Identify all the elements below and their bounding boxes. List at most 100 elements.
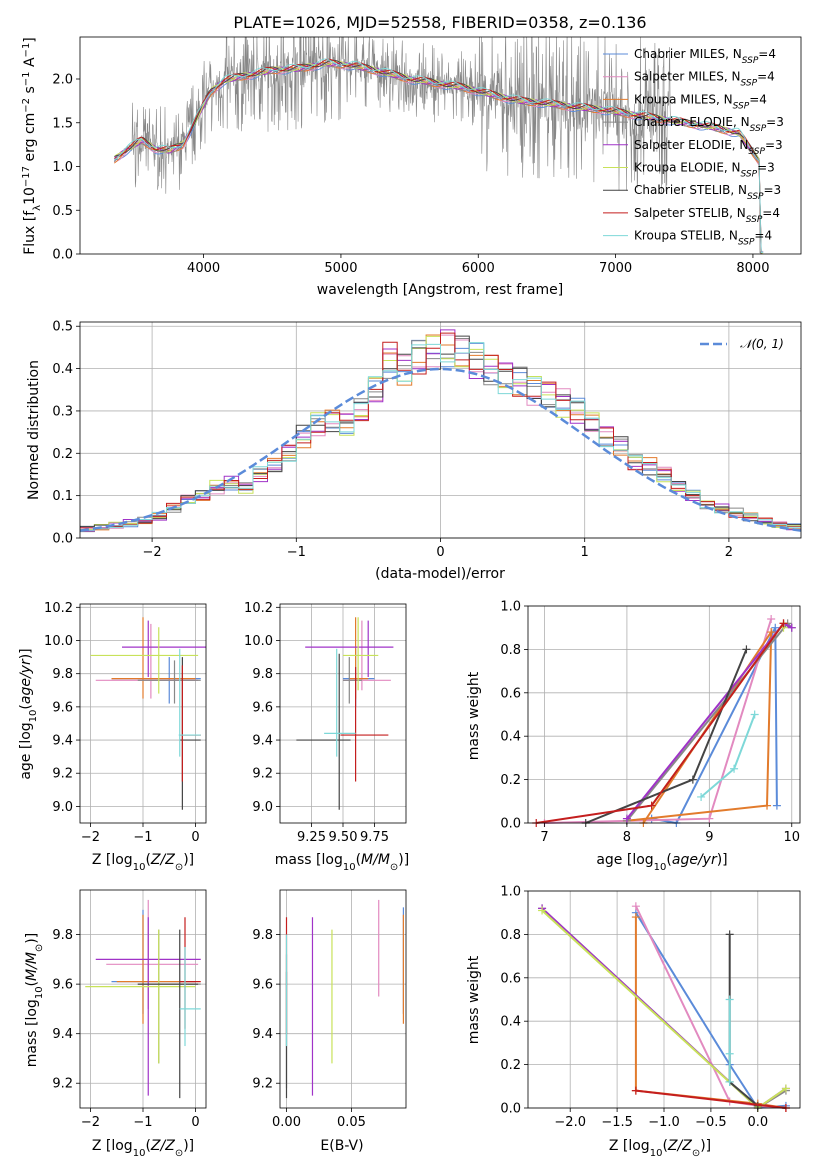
y-tick-label: 9.0 [52, 800, 73, 815]
y-tick-label: 0.4 [500, 1015, 521, 1030]
weight-marker [725, 995, 734, 1004]
label-part: 10 [133, 1148, 146, 1159]
ebv-xlabel: E(B-V) [320, 1138, 363, 1154]
model-line [114, 61, 762, 254]
weight-marker [772, 801, 781, 810]
weight-vs-z-panel: −2.0 −1.5 −1.0 −0.5 0.0 0.0 0.2 0.4 0.6 0.8 1.0 Z [… [466, 885, 801, 1159]
legend-label: Kroupa MILES, NSSP=4 [634, 92, 767, 111]
label-part: Z [log [92, 852, 133, 868]
label-part: erg cm [22, 113, 38, 166]
y-tick-label: 0.0 [500, 817, 521, 832]
axes-frame [79, 603, 207, 824]
label-part: mass [log [24, 999, 40, 1067]
weight-marker [697, 792, 706, 801]
axes-frame [279, 889, 407, 1109]
legend-part: =4 [758, 47, 776, 61]
legend-part: SSP [748, 147, 765, 157]
weight-line [728, 934, 759, 1107]
residual-xlabel: (data-model)/error [375, 566, 505, 582]
x-tick-label: 0 [436, 545, 444, 560]
spectrum-panel: 4000 5000 6000 7000 8000 0.0 0.5 1.0 1.5 2.0 Chabr… [21, 36, 802, 298]
y-tick-label: 1.0 [52, 160, 73, 175]
label-part: age/yr [672, 852, 718, 868]
legend-part: SSP [741, 170, 758, 180]
weight-marker [730, 764, 739, 773]
y-tick-label: 9.6 [252, 978, 273, 993]
label-part: ( [145, 1138, 150, 1154]
axes-frame [527, 605, 801, 824]
weight-marker [631, 913, 640, 922]
label-part: )] [398, 852, 409, 868]
plot-area [85, 899, 201, 1099]
label-part: ⊙ [34, 944, 45, 952]
weight-marker [705, 814, 714, 823]
mass-vs-z-panel: −2 −1 09.29.49.69.8Z [log10(Z/Z⊙)]mass [lo… [24, 889, 207, 1159]
weight-marker [767, 615, 776, 624]
label-part: age [log [18, 722, 34, 779]
y-tick-label: 2.0 [52, 73, 73, 88]
weight-marker [742, 645, 751, 654]
legend-part: SSP [741, 79, 758, 89]
legend-label: Kroupa STELIB, NSSP=4 [634, 229, 772, 248]
legend-part: Salpeter MILES, N [634, 70, 741, 84]
plot-area [90, 617, 206, 810]
x-tick-label: 9 [705, 830, 713, 845]
x-tick-label: −1 [287, 545, 306, 560]
label-part: 10 [22, 187, 38, 205]
legend-part: Chabrier STELIB, N [634, 183, 747, 197]
weight-marker [750, 710, 759, 719]
y-tick-label: 9.2 [252, 1077, 273, 1092]
y-tick-label: 9.2 [252, 767, 273, 782]
label-part: ⊙ [390, 862, 398, 873]
label-part: s [22, 86, 38, 98]
plot-area [532, 615, 796, 827]
legend-part: =3 [766, 115, 784, 129]
label-part: ⊙ [692, 1148, 700, 1159]
label-part: )] [24, 933, 40, 944]
y-tick-label: 9.8 [52, 667, 73, 682]
weight-marker [622, 814, 631, 823]
y-tick-label: 1.0 [500, 600, 521, 615]
legend-label: Chabrier MILES, NSSP=4 [634, 47, 776, 66]
axes-frame [79, 36, 802, 255]
spectrum-xlabel: wavelength [Angstrom, rest frame] [317, 282, 563, 298]
weight-marker [688, 775, 697, 784]
y-tick-label: 0.2 [500, 773, 521, 788]
axes-frame [527, 890, 801, 1109]
figure-title: PLATE=1026, MJD=52558, FIBERID=0358, z=0… [233, 13, 646, 32]
label-part: 10 [133, 862, 146, 873]
x-tick-label: 7000 [599, 261, 632, 276]
label-part: ( [18, 704, 34, 709]
label-part: ⊙ [175, 1148, 183, 1159]
legend-label: Salpeter ELODIE, NSSP=3 [634, 138, 783, 157]
y-tick-label: 10.0 [44, 634, 73, 649]
label-part: −1 [21, 71, 32, 86]
x-tick-label: −0.5 [695, 1115, 727, 1130]
x-tick-label: 0 [191, 1115, 199, 1130]
label-part: Z/Z [150, 852, 175, 868]
label-part: )] [700, 1138, 711, 1154]
label-part: ( [666, 852, 671, 868]
legend-part: SSP [733, 101, 750, 111]
plot-area [113, 37, 764, 254]
weight-marker [779, 619, 788, 628]
label-part: 10 [650, 1148, 663, 1159]
legend-part: SSP [746, 215, 763, 225]
y-tick-label: 9.4 [52, 734, 73, 749]
y-tick-label: 0.1 [52, 489, 73, 504]
model-line [114, 58, 762, 254]
weight-marker [725, 1077, 734, 1086]
legend-normal: 𝒩(0, 1) [740, 337, 784, 351]
y-tick-label: 9.8 [252, 667, 273, 682]
label-part: )] [183, 852, 194, 868]
x-tick-label: 7 [540, 830, 548, 845]
x-tick-label: −2 [81, 1115, 100, 1130]
legend-part: =4 [757, 70, 775, 84]
weight-line [635, 1089, 787, 1109]
y-tick-label: 9.6 [252, 700, 273, 715]
label-part: M/M [24, 952, 40, 981]
legend-part: Kroupa MILES, N [634, 92, 733, 106]
label-part: ( [356, 852, 361, 868]
label-part: 10 [34, 986, 45, 999]
legend-part: =4 [762, 206, 780, 220]
